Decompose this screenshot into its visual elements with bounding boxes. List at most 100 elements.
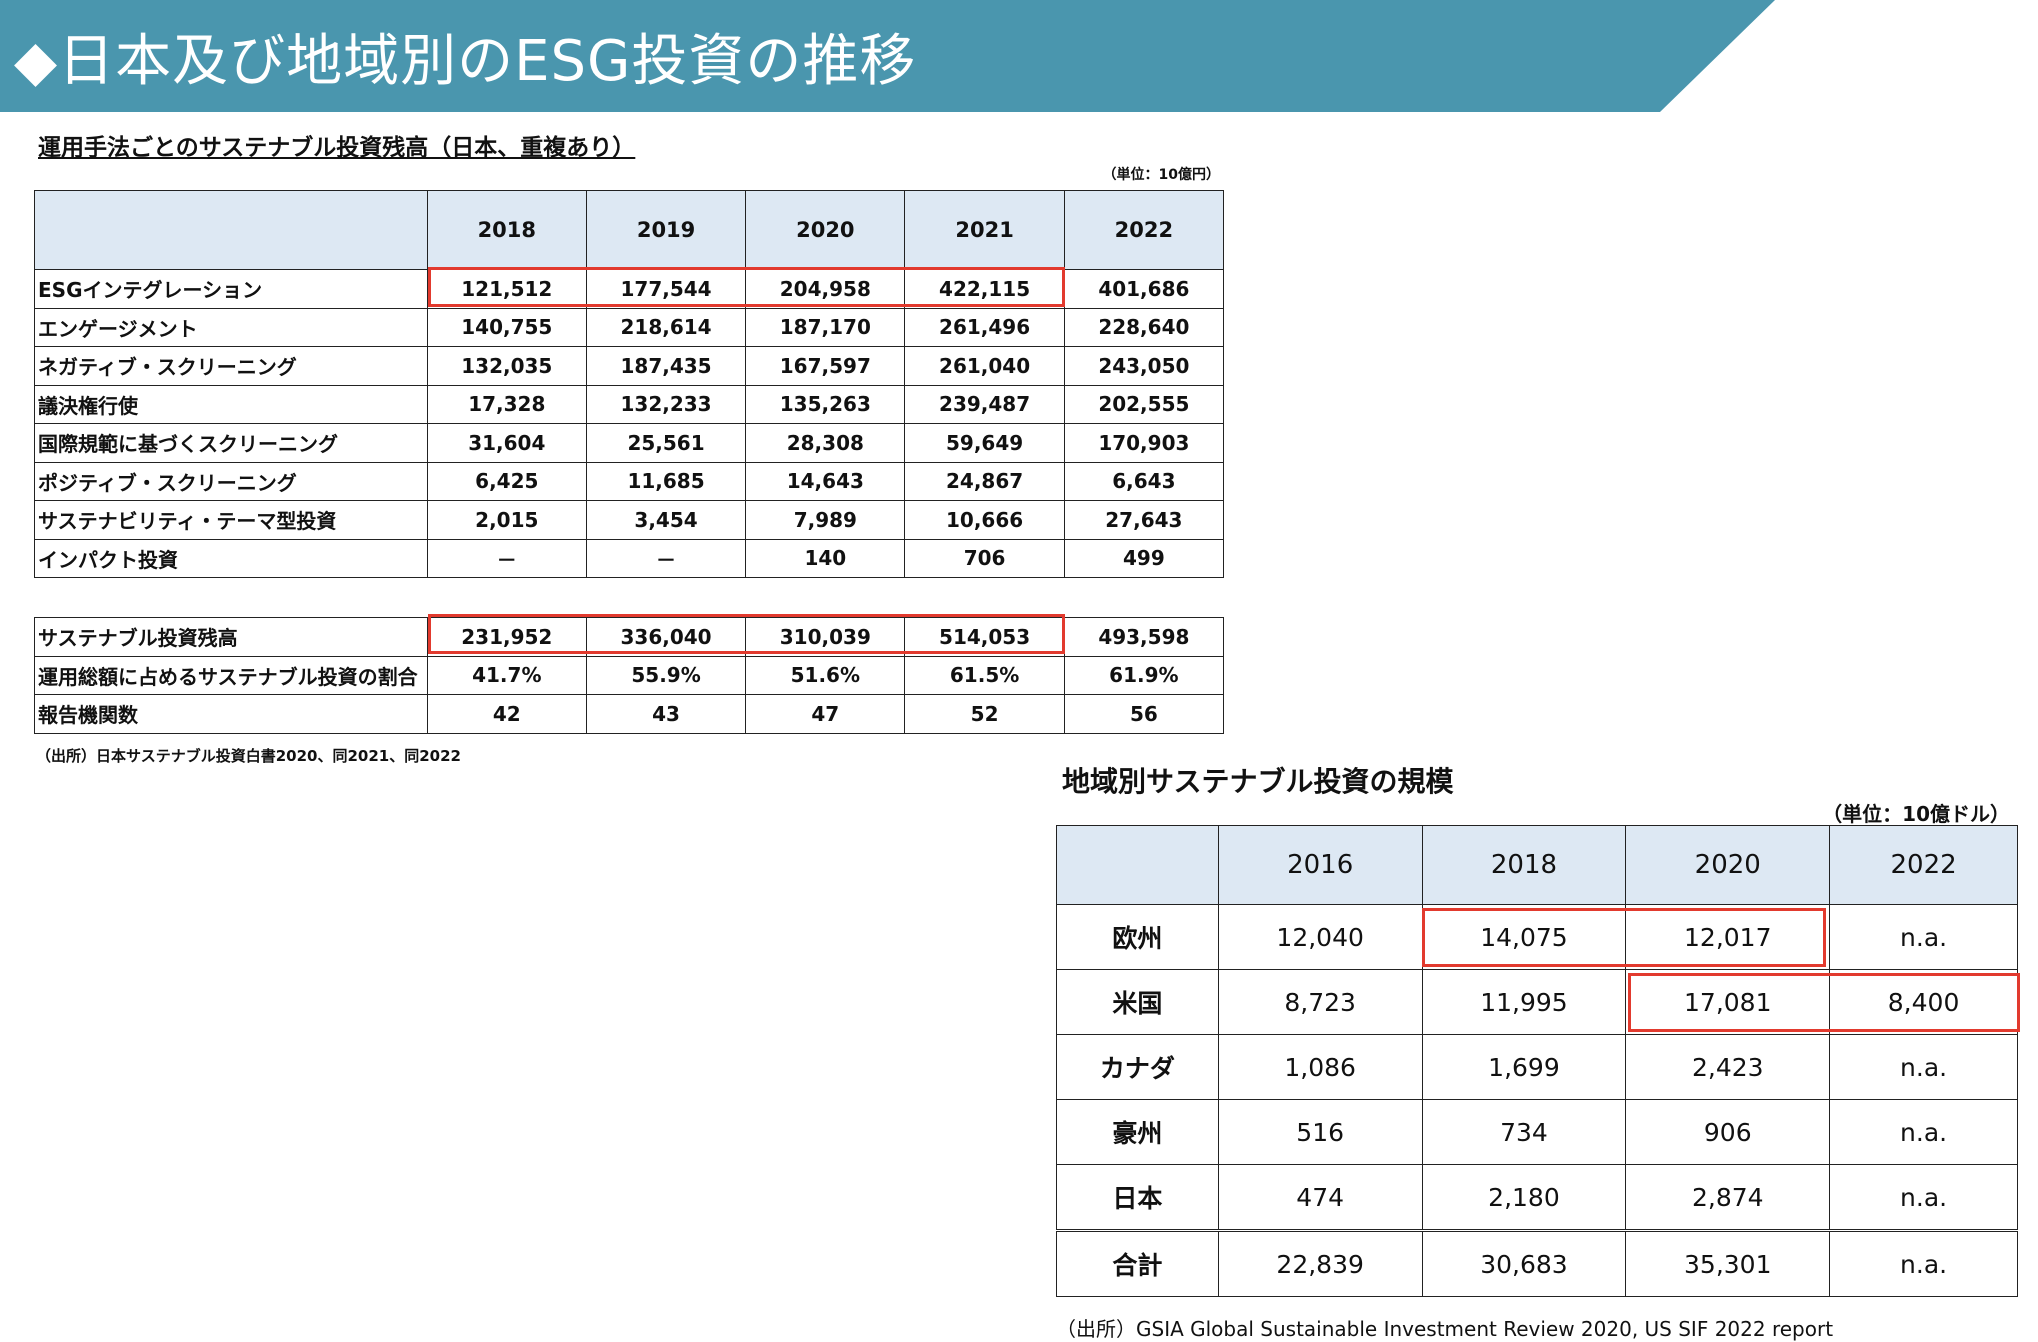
table-cell: －	[585, 538, 747, 578]
table-row: カナダ 1,086 1,699 2,423 n.a.	[1056, 1034, 2018, 1100]
year-header: 2022	[1063, 190, 1225, 270]
table-cell: 261,040	[904, 346, 1065, 386]
year-header: 2018	[1421, 825, 1627, 905]
table-cell: n.a.	[1829, 1229, 2018, 1297]
table-total-row: 合計 22,839 30,683 35,301 n.a.	[1056, 1229, 2018, 1297]
table-cell: 177,544	[585, 269, 747, 309]
table-cell: 14,075	[1421, 904, 1627, 970]
table-cell: 52	[904, 694, 1065, 734]
highlight-europe-2018-2020	[1422, 908, 1826, 967]
table-row: 豪州 516 734 906 n.a.	[1056, 1099, 2018, 1165]
table-cell: n.a.	[1829, 1099, 2018, 1165]
table-cell: 61.5%	[904, 655, 1065, 695]
table-cell: 516	[1217, 1099, 1423, 1165]
japan-table-source: （出所）日本サステナブル投資白書2020、同2021、同2022	[36, 747, 461, 765]
table-row: 国際規範に基づくスクリーニング 31,604 25,561 28,308 59,…	[34, 423, 1225, 463]
table-cell: 3,454	[585, 500, 747, 540]
table-cell: 734	[1421, 1099, 1627, 1165]
table-cell: 11,995	[1421, 969, 1627, 1035]
year-header: 2021	[904, 190, 1065, 270]
table-cell: 42	[426, 694, 587, 734]
regional-investment-table: 2016 2018 2020 2022 欧州 12,040 14,075 12,…	[1056, 825, 2018, 1297]
table-cell: 187,170	[745, 307, 906, 347]
region-label: 合計	[1056, 1229, 1219, 1297]
table-cell: 499	[1063, 538, 1225, 578]
table-cell: 59,649	[904, 423, 1065, 463]
row-label: ポジティブ・スクリーニング	[34, 461, 428, 501]
table-cell: 239,487	[904, 384, 1065, 424]
table-cell: 28,308	[745, 423, 906, 463]
row-label: サステナビリティ・テーマ型投資	[34, 500, 428, 540]
table-row: 日本 474 2,180 2,874 n.a.	[1056, 1164, 2018, 1231]
table-cell: 7,989	[745, 500, 906, 540]
table-cell: 135,263	[745, 384, 906, 424]
table-cell: 493,598	[1063, 617, 1225, 657]
year-header: 2016	[1217, 825, 1423, 905]
highlight-sustainable-total	[428, 614, 1065, 654]
region-label: 豪州	[1056, 1099, 1219, 1165]
table-cell: 132,233	[585, 384, 747, 424]
row-label: 運用総額に占めるサステナブル投資の割合	[34, 655, 428, 695]
table-cell: 336,040	[585, 617, 747, 657]
table-row: 欧州 12,040 14,075 12,017 n.a.	[1056, 904, 2018, 970]
region-table-title: 地域別サステナブル投資の規模	[1062, 765, 1454, 798]
year-header: 2020	[1625, 825, 1831, 905]
table-cell: 24,867	[904, 461, 1065, 501]
table-cell: 2,180	[1421, 1164, 1627, 1231]
header-corner-cell	[34, 190, 428, 270]
japan-table-title: 運用手法ごとのサステナブル投資残高（日本、重複あり）	[38, 135, 636, 161]
table-cell: n.a.	[1829, 1034, 2018, 1100]
table-cell: 140	[745, 538, 906, 578]
table-cell: 474	[1217, 1164, 1423, 1231]
table-header-row: 2018 2019 2020 2021 2022	[34, 190, 1225, 270]
table-cell: n.a.	[1829, 1164, 2018, 1231]
table-cell: 1,699	[1421, 1034, 1627, 1100]
table-cell: 243,050	[1063, 346, 1225, 386]
highlight-esg-integration	[428, 267, 1065, 307]
region-label: 米国	[1056, 969, 1219, 1035]
table-row: サステナブル投資残高 231,952 336,040 310,039 514,0…	[34, 617, 1225, 657]
table-cell: 6,643	[1063, 461, 1225, 501]
table-cell: 167,597	[745, 346, 906, 386]
page-title: ◆日本及び地域別のESG投資の推移	[14, 29, 917, 94]
table-cell: 2,874	[1625, 1164, 1831, 1231]
table-header-row: 2016 2018 2020 2022	[1056, 825, 2018, 905]
year-header: 2022	[1829, 825, 2018, 905]
table-cell: 17,328	[426, 384, 587, 424]
year-header: 2019	[585, 190, 747, 270]
table-cell: 906	[1625, 1099, 1831, 1165]
highlight-us-2020-2022	[1628, 973, 2020, 1032]
row-label: ネガティブ・スクリーニング	[34, 346, 428, 386]
table-row: ポジティブ・スクリーニング 6,425 11,685 14,643 24,867…	[34, 461, 1225, 501]
japan-table-unit: （単位：10億円）	[1102, 167, 1220, 183]
table-cell: 204,958	[745, 269, 906, 309]
japan-sustainable-investment-table: 2018 2019 2020 2021 2022 ESGインテグレーション 12…	[34, 190, 1225, 578]
table-cell: 56	[1063, 694, 1225, 734]
table-row: 報告機関数 42 43 47 52 56	[34, 694, 1225, 734]
table-cell: 25,561	[585, 423, 747, 463]
row-label: 議決権行使	[34, 384, 428, 424]
region-table-unit: （単位：10億ドル）	[1822, 802, 2010, 826]
region-table-source: （出所）GSIA Global Sustainable Investment R…	[1056, 1317, 1834, 1341]
region-label: カナダ	[1056, 1034, 1219, 1100]
table-cell: 6,425	[426, 461, 587, 501]
table-cell: 17,081	[1625, 969, 1831, 1035]
table-cell: 170,903	[1063, 423, 1225, 463]
table-row: ESGインテグレーション 121,512 177,544 204,958 422…	[34, 269, 1225, 309]
table-row: サステナビリティ・テーマ型投資 2,015 3,454 7,989 10,666…	[34, 500, 1225, 540]
table-cell: 1,086	[1217, 1034, 1423, 1100]
table-cell: 35,301	[1625, 1229, 1831, 1297]
table-cell: 231,952	[426, 617, 587, 657]
year-header: 2020	[745, 190, 906, 270]
table-cell: 2,015	[426, 500, 587, 540]
row-label: ESGインテグレーション	[34, 269, 428, 309]
table-cell: －	[426, 538, 587, 578]
row-label: エンゲージメント	[34, 307, 428, 347]
table-cell: 22,839	[1217, 1229, 1423, 1297]
table-cell: 43	[585, 694, 747, 734]
table-cell: 47	[745, 694, 906, 734]
table-cell: 41.7%	[426, 655, 587, 695]
table-row: エンゲージメント 140,755 218,614 187,170 261,496…	[34, 307, 1225, 347]
table-cell: 228,640	[1063, 307, 1225, 347]
table-cell: 706	[904, 538, 1065, 578]
